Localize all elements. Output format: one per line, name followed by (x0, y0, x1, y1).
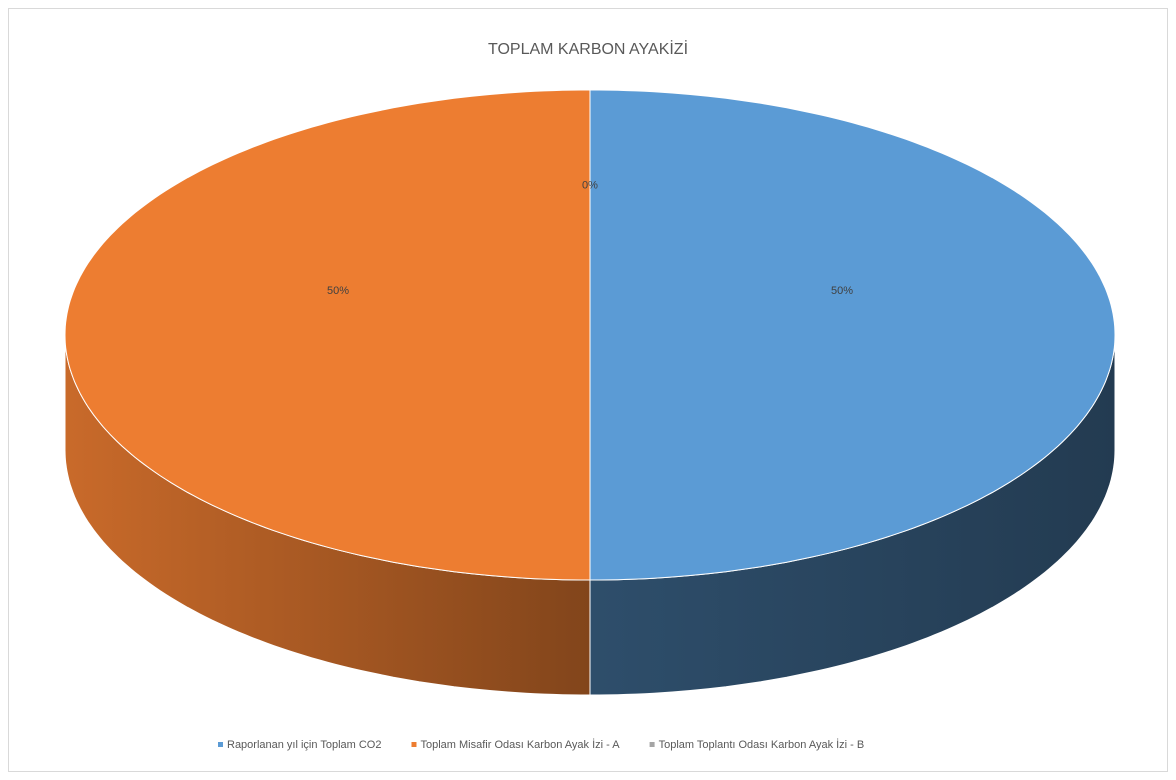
legend-swatch (218, 742, 223, 747)
legend-swatch (411, 742, 417, 747)
data-label: 50% (831, 285, 853, 297)
legend-label: Toplam Misafir Odası Karbon Ayak İzi - A (420, 738, 620, 751)
chart-title: TOPLAM KARBON AYAKİZİ (488, 39, 688, 58)
legend-swatch (649, 742, 655, 747)
slice (589, 89, 1116, 581)
data-label: 50% (327, 285, 349, 297)
data-label: 0% (582, 180, 598, 192)
legend-label: Raporlanan yıl için Toplam CO2 (227, 739, 381, 751)
slice (64, 89, 591, 581)
legend-label: Toplam Toplantı Odası Karbon Ayak İzi - … (659, 738, 865, 751)
